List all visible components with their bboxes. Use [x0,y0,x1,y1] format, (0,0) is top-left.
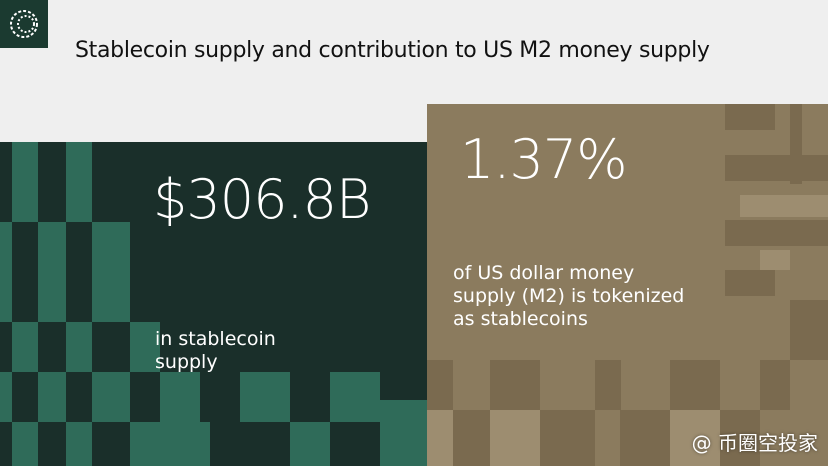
watermark: @ 币圈空投家 [691,431,818,455]
stat-caption: of US dollar money supply (M2) is tokeni… [453,262,684,331]
logo-icon [10,10,38,38]
stat-caption: in stablecoin supply [155,328,276,374]
title: Stablecoin supply and contribution to US… [75,38,710,63]
caption-line: supply [155,351,218,373]
caption-line: as stablecoins [453,308,588,330]
green-panel [0,142,427,466]
tan-panel [427,104,828,466]
caption-line: of US dollar money [453,262,635,284]
stat-value: 1.37% [460,128,628,191]
caption-line: in stablecoin [155,328,276,350]
stat-value: $306.8B [153,168,371,231]
logo [0,0,48,48]
caption-line: supply (M2) is tokenized [453,285,685,307]
